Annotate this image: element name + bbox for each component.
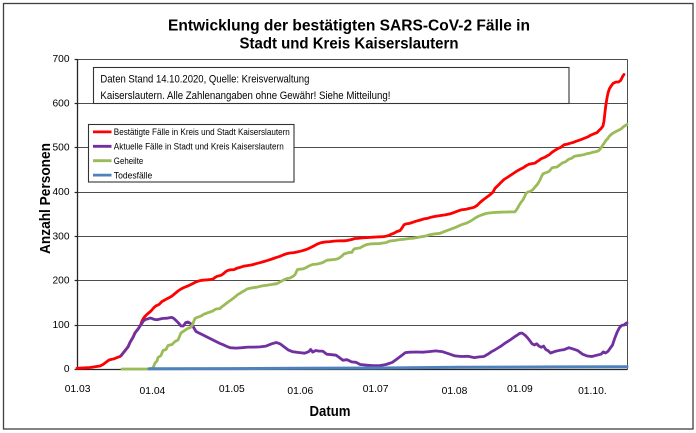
svg-text:01.05: 01.05	[219, 384, 245, 395]
svg-text:01.10.: 01.10.	[578, 386, 607, 397]
svg-text:Kaiserslautern. Alle Zahlenang: Kaiserslautern. Alle Zahlenangaben ohne …	[100, 90, 390, 102]
svg-text:Bestätigte Fälle in Kreis und: Bestätigte Fälle in Kreis und Stadt Kais…	[114, 126, 290, 137]
svg-text:Stadt und Kreis Kaiserslautern: Stadt und Kreis Kaiserslautern	[240, 36, 459, 53]
svg-text:Daten Stand 14.10.2020, Quelle: Daten Stand 14.10.2020, Quelle: Kreisver…	[100, 73, 309, 85]
svg-text:01.03: 01.03	[65, 384, 91, 395]
svg-text:300: 300	[53, 231, 70, 242]
svg-text:400: 400	[53, 187, 70, 198]
svg-text:01.06: 01.06	[287, 386, 313, 397]
svg-text:Entwicklung der bestätigten SA: Entwicklung der bestätigten SARS-CoV-2 F…	[168, 18, 530, 35]
svg-text:01.07: 01.07	[363, 384, 389, 395]
svg-text:600: 600	[53, 98, 70, 109]
svg-text:01.09: 01.09	[507, 384, 533, 395]
svg-text:0: 0	[64, 364, 70, 375]
svg-text:Geheilte: Geheilte	[114, 155, 144, 166]
svg-text:01.08: 01.08	[442, 386, 468, 397]
svg-text:Aktuelle Fälle in Stadt und Kr: Aktuelle Fälle in Stadt und Kreis Kaiser…	[114, 141, 284, 152]
svg-text:01.04: 01.04	[140, 386, 166, 397]
svg-text:Anzahl Personen: Anzahl Personen	[37, 143, 54, 254]
svg-text:500: 500	[53, 143, 70, 154]
svg-text:Todesfälle: Todesfälle	[114, 169, 153, 180]
svg-text:Datum: Datum	[310, 404, 351, 420]
svg-text:200: 200	[53, 276, 70, 287]
svg-text:100: 100	[53, 320, 70, 331]
svg-text:700: 700	[53, 54, 70, 65]
